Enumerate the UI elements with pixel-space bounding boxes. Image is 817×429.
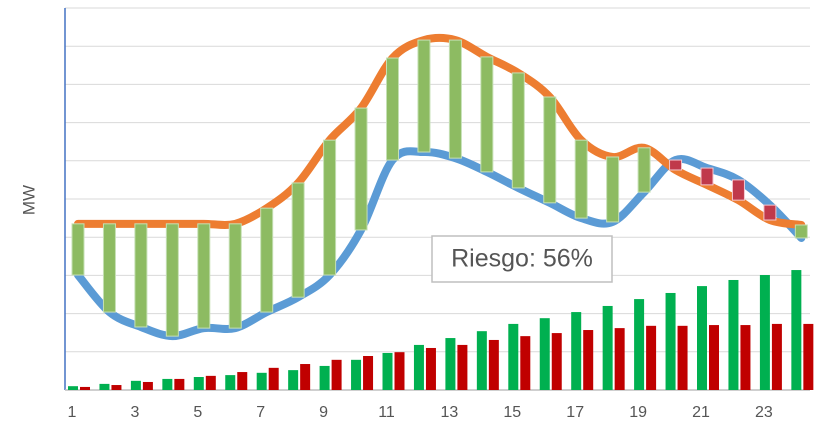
bar bbox=[614, 328, 625, 390]
range-bar bbox=[354, 107, 368, 231]
range-bar bbox=[574, 139, 588, 219]
bar bbox=[697, 286, 707, 390]
bar bbox=[539, 318, 550, 390]
bar bbox=[111, 385, 122, 390]
bar bbox=[142, 381, 153, 390]
range-bar bbox=[71, 223, 85, 276]
x-tick-label: 11 bbox=[378, 404, 395, 421]
y-axis-label: MW bbox=[19, 185, 38, 215]
bar bbox=[68, 386, 78, 390]
x-tick-label: 3 bbox=[130, 404, 139, 421]
range-bar bbox=[291, 182, 305, 298]
bar bbox=[728, 279, 739, 390]
range-bar bbox=[102, 223, 116, 313]
bar bbox=[394, 352, 405, 390]
x-tick-label: 21 bbox=[692, 404, 710, 421]
bar bbox=[130, 380, 141, 390]
range-bar bbox=[669, 159, 683, 171]
bar bbox=[268, 367, 279, 390]
bar bbox=[665, 292, 676, 390]
x-tick-label: 17 bbox=[566, 404, 584, 421]
bar bbox=[99, 383, 110, 390]
x-tick-label: 9 bbox=[319, 404, 328, 421]
bar bbox=[771, 323, 782, 390]
range-bar bbox=[637, 147, 651, 193]
bar bbox=[740, 325, 751, 390]
bar bbox=[520, 336, 531, 390]
x-tick-label: 13 bbox=[441, 404, 459, 421]
bar bbox=[237, 372, 248, 390]
bar bbox=[174, 378, 185, 390]
bar bbox=[476, 331, 487, 390]
range-bar bbox=[197, 223, 211, 329]
bar bbox=[709, 325, 719, 390]
x-tick-label: 15 bbox=[503, 404, 521, 421]
annotation: Riesgo: 56% bbox=[451, 245, 593, 273]
bar bbox=[288, 370, 299, 390]
bar bbox=[413, 344, 424, 390]
bar bbox=[791, 270, 802, 390]
bar bbox=[571, 312, 582, 390]
x-tick-label: 5 bbox=[193, 404, 202, 421]
range-bar bbox=[323, 139, 337, 276]
range-bar bbox=[260, 207, 274, 313]
range-bar bbox=[731, 179, 745, 201]
bar bbox=[162, 378, 173, 390]
bar bbox=[457, 344, 468, 390]
annotation-box bbox=[431, 235, 613, 283]
bar bbox=[300, 364, 311, 390]
range-bar bbox=[386, 57, 399, 161]
range-bar bbox=[763, 204, 777, 221]
bar bbox=[205, 375, 216, 390]
bar bbox=[319, 365, 330, 390]
x-tick-label: 23 bbox=[755, 404, 773, 421]
range-bar bbox=[480, 56, 494, 173]
bar bbox=[445, 338, 456, 390]
bar bbox=[677, 325, 688, 390]
x-tick-label: 19 bbox=[629, 404, 647, 421]
bar bbox=[225, 375, 236, 390]
bar bbox=[634, 299, 645, 390]
x-tick-label: 7 bbox=[256, 404, 265, 421]
bar bbox=[508, 323, 519, 390]
bar bbox=[646, 325, 657, 390]
range-bar bbox=[228, 223, 242, 329]
bar bbox=[425, 347, 436, 390]
range-bar bbox=[134, 223, 148, 328]
bar bbox=[193, 377, 204, 390]
bar bbox=[351, 359, 362, 390]
range-bar bbox=[606, 156, 620, 223]
range-bar bbox=[417, 39, 431, 153]
line bbox=[74, 33, 806, 229]
range-bar bbox=[511, 72, 525, 189]
bar bbox=[382, 352, 393, 390]
x-tick-label: 1 bbox=[68, 404, 77, 421]
range-bar bbox=[543, 96, 557, 204]
bar bbox=[80, 386, 90, 390]
range-bar bbox=[794, 224, 808, 239]
bar bbox=[363, 356, 374, 390]
bar bbox=[602, 305, 613, 390]
range-bar bbox=[700, 167, 714, 186]
range-bar bbox=[448, 39, 462, 159]
bar bbox=[759, 275, 770, 390]
range-bar bbox=[165, 223, 179, 337]
bar bbox=[331, 359, 342, 390]
bar bbox=[256, 372, 267, 390]
bar bbox=[583, 330, 594, 390]
bar bbox=[551, 333, 562, 390]
bar bbox=[488, 339, 499, 390]
bar bbox=[803, 323, 814, 390]
